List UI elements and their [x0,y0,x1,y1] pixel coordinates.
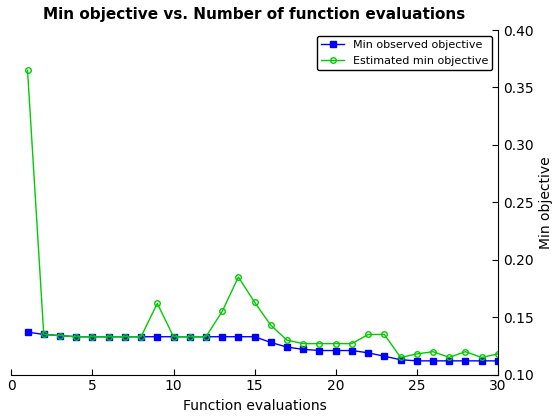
Estimated min objective [170,334,177,339]
Estimated min objective [219,309,226,314]
Min observed objective [235,334,242,339]
Y-axis label: Min objective: Min objective [539,156,553,249]
Min observed objective [478,358,485,363]
Legend: Min observed objective, Estimated min objective: Min observed objective, Estimated min ob… [317,36,492,70]
Estimated min objective [348,341,355,346]
Estimated min objective [89,334,96,339]
Estimated min objective [462,349,469,354]
Title: Min objective vs. Number of function evaluations: Min objective vs. Number of function eva… [44,7,466,22]
Min observed objective [57,333,63,338]
Estimated min objective [316,341,323,346]
Min observed objective [381,354,388,359]
Estimated min objective [154,301,161,306]
Min observed objective [73,334,80,339]
Estimated min objective [284,338,291,343]
Estimated min objective [73,334,80,339]
Estimated min objective [268,323,274,328]
Min observed objective [186,334,193,339]
Estimated min objective [138,334,144,339]
Estimated min objective [365,332,371,337]
Line: Estimated min objective: Estimated min objective [25,68,501,360]
Estimated min objective [122,334,128,339]
Min observed objective [365,350,371,355]
Estimated min objective [251,300,258,305]
Estimated min objective [57,333,63,338]
Estimated min objective [300,341,307,346]
Min observed objective [138,334,144,339]
Min observed objective [154,334,161,339]
Estimated min objective [203,334,209,339]
Min observed objective [284,344,291,349]
Estimated min objective [40,332,47,337]
Min observed objective [494,358,501,363]
Min observed objective [332,348,339,353]
Estimated min objective [413,352,420,357]
Estimated min objective [105,334,112,339]
Min observed objective [268,340,274,345]
Estimated min objective [24,68,31,73]
Min observed objective [300,347,307,352]
Estimated min objective [397,355,404,360]
Min observed objective [251,334,258,339]
Min observed objective [430,358,436,363]
Estimated min objective [430,349,436,354]
Min observed objective [89,334,96,339]
Min observed objective [203,334,209,339]
Min observed objective [219,334,226,339]
Min observed objective [316,348,323,353]
Min observed objective [462,358,469,363]
Min observed objective [122,334,128,339]
Estimated min objective [494,352,501,357]
Min observed objective [24,330,31,335]
Estimated min objective [332,341,339,346]
Estimated min objective [478,355,485,360]
Min observed objective [105,334,112,339]
Estimated min objective [235,275,242,280]
Estimated min objective [446,355,452,360]
X-axis label: Function evaluations: Function evaluations [183,399,326,413]
Estimated min objective [381,332,388,337]
Min observed objective [348,348,355,353]
Min observed objective [170,334,177,339]
Min observed objective [446,358,452,363]
Min observed objective [40,332,47,337]
Line: Min observed objective: Min observed objective [25,329,501,364]
Estimated min objective [186,334,193,339]
Min observed objective [397,357,404,362]
Min observed objective [413,358,420,363]
